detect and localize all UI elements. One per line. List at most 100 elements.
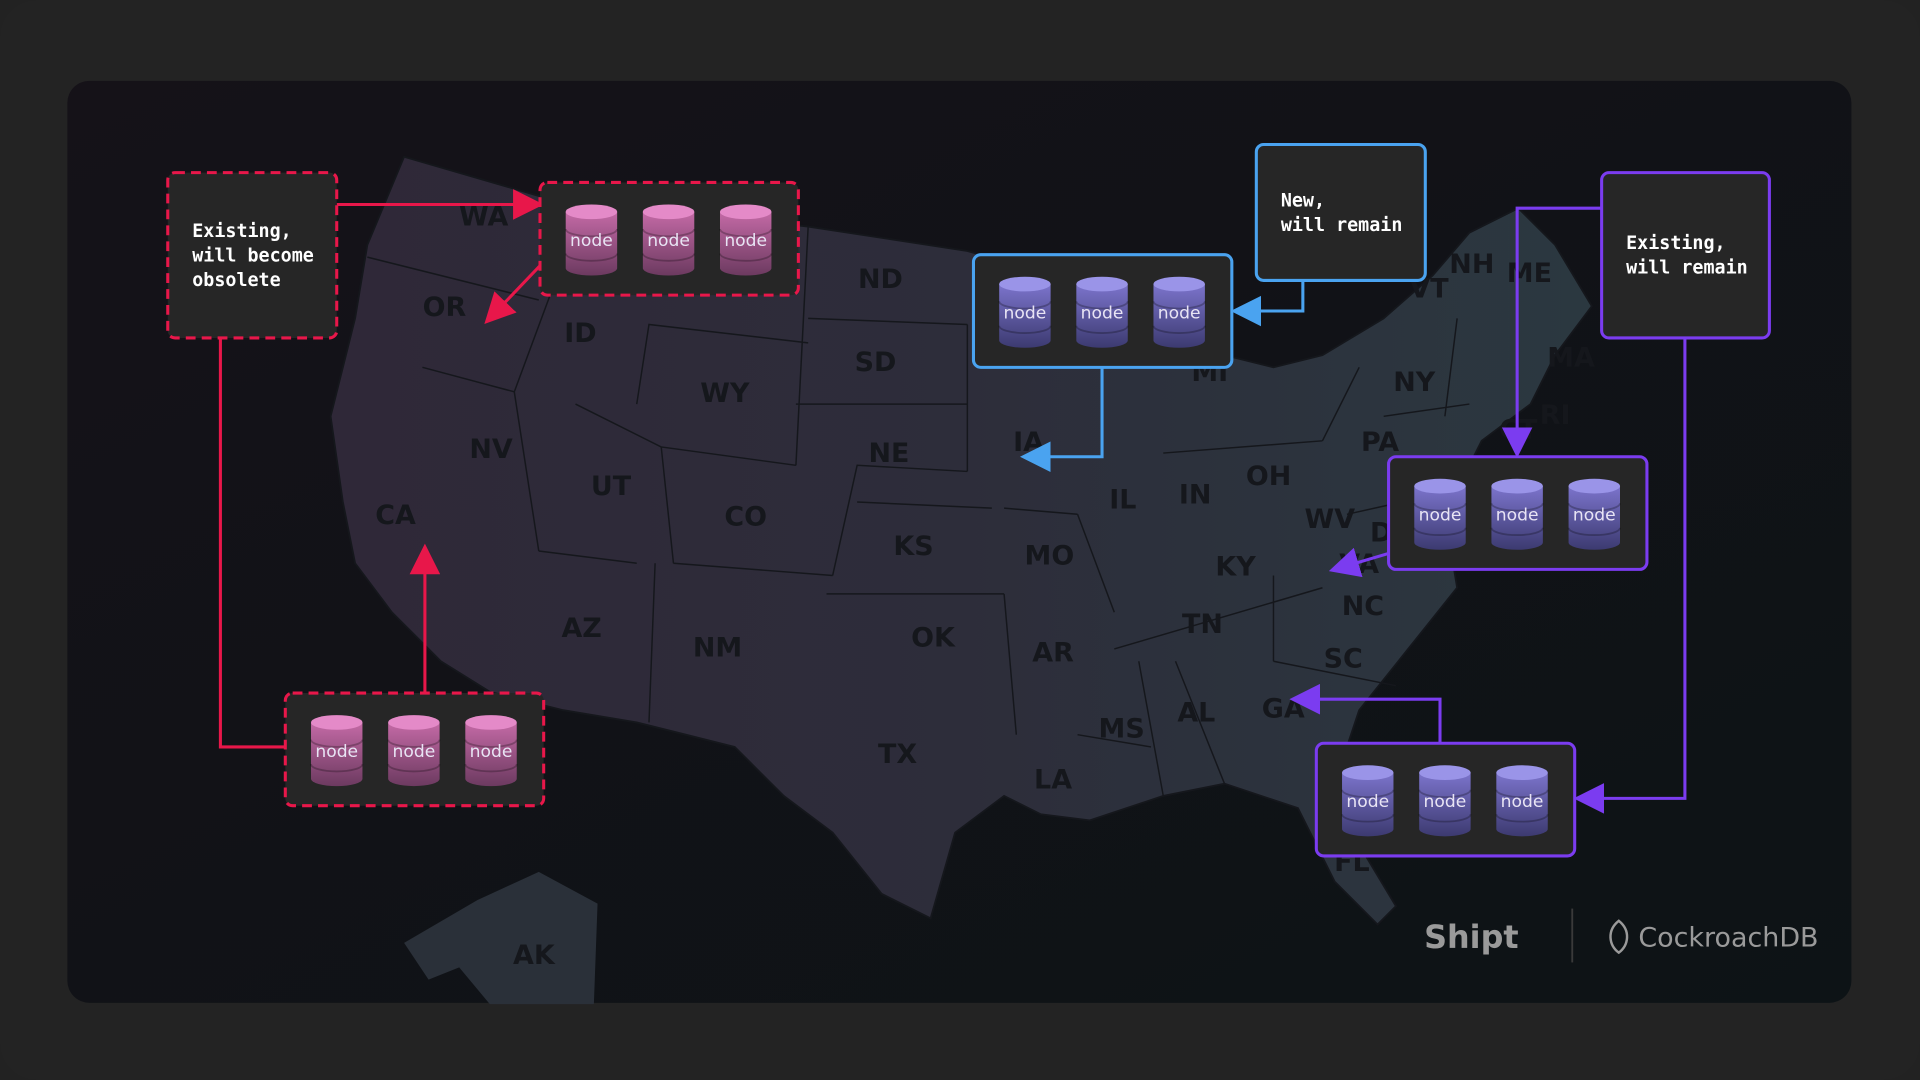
node-top bbox=[1419, 765, 1471, 780]
node-label: node bbox=[1081, 303, 1124, 323]
node-top bbox=[311, 715, 363, 730]
node-top bbox=[1496, 765, 1548, 780]
node-top bbox=[642, 204, 695, 220]
logo-cockroach: CockroachDB bbox=[1638, 923, 1818, 954]
logo-icon bbox=[1609, 919, 1629, 955]
state-label: WY bbox=[700, 378, 750, 409]
callout-box bbox=[1254, 142, 1427, 282]
node-ring bbox=[1413, 503, 1467, 537]
node-top bbox=[1568, 478, 1620, 494]
node-top bbox=[1414, 478, 1466, 494]
state-label: MS bbox=[1099, 713, 1145, 744]
node-cylinder bbox=[720, 211, 772, 276]
state-label: AZ bbox=[561, 613, 601, 644]
state-label: SC bbox=[1324, 644, 1363, 675]
state-label: CA bbox=[375, 500, 416, 531]
callout-box bbox=[166, 171, 339, 340]
node-top bbox=[1076, 276, 1128, 292]
state-label: NM bbox=[693, 632, 742, 663]
node-ring bbox=[1075, 300, 1129, 334]
node-label: node bbox=[647, 231, 690, 251]
state-label: WV bbox=[1305, 504, 1356, 535]
node-top bbox=[1342, 765, 1394, 780]
node-ring bbox=[1567, 503, 1621, 537]
node-cylinder bbox=[1153, 284, 1205, 348]
state-label: OH bbox=[1246, 461, 1291, 492]
node-cylinder bbox=[1414, 486, 1466, 550]
state-label: CO bbox=[724, 501, 767, 532]
node-cylinder bbox=[565, 211, 618, 276]
node-ring bbox=[1490, 503, 1544, 537]
connector bbox=[1289, 683, 1442, 744]
state-label: IL bbox=[1109, 484, 1136, 515]
state-label: IA bbox=[1013, 427, 1044, 458]
node-ring bbox=[1418, 789, 1472, 823]
state-label: MA bbox=[1547, 342, 1595, 373]
node-top bbox=[465, 715, 517, 730]
node-ring bbox=[564, 228, 619, 262]
node-cylinder bbox=[465, 722, 517, 787]
callout-box bbox=[1600, 171, 1771, 340]
state-label: AL bbox=[1177, 697, 1215, 728]
node-top bbox=[565, 204, 618, 220]
state-label: WA bbox=[459, 201, 508, 232]
node-ring bbox=[998, 300, 1052, 334]
node-top bbox=[1491, 478, 1543, 494]
node-cylinder bbox=[642, 211, 695, 276]
state-label: KY bbox=[1215, 552, 1256, 583]
connector bbox=[484, 264, 542, 325]
state-label: SD bbox=[855, 347, 897, 378]
node-label: node bbox=[393, 742, 436, 762]
node-cylinder bbox=[1342, 772, 1394, 837]
state-label: AR bbox=[1032, 637, 1074, 668]
node-ring bbox=[310, 739, 364, 773]
state-label: UT bbox=[591, 471, 632, 502]
state-label: ND bbox=[858, 264, 903, 295]
connector bbox=[1501, 206, 1602, 458]
node-label: node bbox=[315, 742, 358, 762]
node-label: node bbox=[1496, 506, 1539, 526]
node-ring bbox=[1341, 789, 1395, 823]
state-label: ID bbox=[564, 318, 596, 349]
node-cylinder bbox=[1496, 772, 1548, 837]
node-ring bbox=[641, 228, 696, 262]
state-label: NC bbox=[1342, 591, 1384, 622]
callout-text: will remain bbox=[1626, 258, 1748, 279]
state-label: KS bbox=[893, 531, 933, 562]
state-label: RI bbox=[1540, 400, 1571, 431]
state-label: TX bbox=[878, 739, 917, 770]
callout-text: Existing, bbox=[192, 221, 291, 242]
node-ring bbox=[464, 739, 518, 773]
connector bbox=[1573, 337, 1687, 814]
node-label: node bbox=[1158, 303, 1201, 323]
state-label: MO bbox=[1025, 541, 1075, 572]
node-cylinder bbox=[1419, 772, 1471, 837]
node-label: node bbox=[1419, 506, 1462, 526]
state-label: D bbox=[1370, 517, 1392, 548]
state-label: NY bbox=[1393, 367, 1436, 398]
node-label: node bbox=[470, 742, 513, 762]
connector bbox=[1230, 280, 1305, 327]
connector bbox=[1020, 367, 1104, 473]
node-top bbox=[999, 276, 1051, 292]
state-label: LA bbox=[1034, 765, 1072, 796]
state-label: OR bbox=[423, 292, 467, 323]
callout-text: will become bbox=[192, 245, 314, 266]
node-top bbox=[1153, 276, 1205, 292]
node-label: node bbox=[1424, 792, 1467, 812]
connector bbox=[1328, 547, 1390, 578]
state-label: NE bbox=[869, 438, 910, 469]
node-cylinder bbox=[1076, 284, 1128, 348]
node-cylinder bbox=[388, 722, 440, 787]
callout-text: Existing, bbox=[1626, 233, 1725, 254]
node-top bbox=[720, 204, 772, 220]
node-label: node bbox=[1004, 303, 1047, 323]
node-cylinder bbox=[311, 722, 363, 787]
node-ring bbox=[1152, 300, 1206, 334]
node-label: node bbox=[1346, 792, 1389, 812]
node-ring bbox=[1495, 789, 1549, 823]
node-label: node bbox=[1573, 506, 1616, 526]
node-ring bbox=[719, 228, 773, 262]
state-label: IN bbox=[1179, 479, 1212, 510]
